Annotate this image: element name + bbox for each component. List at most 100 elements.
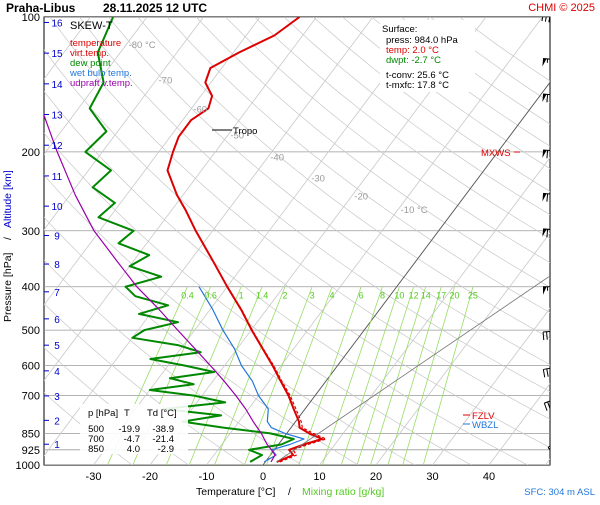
surface-tmxfc: t-mxfc: 17.8 °C [386,80,449,91]
isotherm-line [546,17,600,465]
table-header-td: Td [°C] [147,408,177,419]
pressure-tick-label: 100 [22,12,40,24]
altitude-tick-label: 13 [51,111,63,122]
altitude-tick-label: 8 [54,260,60,271]
table-cell: 4.0 [127,444,140,455]
sounding-datetime: 28.11.2025 12 UTC [103,1,207,15]
table-header-t: T [124,408,130,419]
wind-barb-base [564,95,567,98]
wind-barb-feather [547,94,548,102]
wind-barb-staff [565,462,573,483]
altitude-tick-label: 9 [54,232,60,243]
legend-updraft: udpraft v.temp. [70,78,133,89]
altitude-tick-label: 11 [52,172,63,183]
wind-barb-base [564,461,567,464]
mixing-ratio-label: 1.4 [256,291,269,301]
wind-barb-base [564,194,567,197]
legend-title: SKEW-T [70,20,113,32]
wind-barb-feather [550,95,551,103]
wind-barb-base [564,449,567,452]
temperature-tick-label: 30 [426,471,438,483]
altitude-tick-label: 4 [54,367,60,378]
wind-barb-base [564,151,567,154]
wind-barb-feather [551,401,554,409]
wind-barb-base [564,364,567,367]
temperature-tick-label: 20 [370,471,382,483]
mixing-ratio-label: 25 [468,291,478,301]
altitude-tick-label: 2 [54,416,60,427]
sfc-label: SFC: 304 m ASL [524,487,595,498]
wind-barb-feather [547,150,548,158]
station-name: Praha-Libus [6,1,76,15]
mixing-ratio-label: 20 [449,291,459,301]
wind-barb-base [564,229,567,232]
temperature-tick-label: -20 [142,471,158,483]
wind-barb-base [564,16,567,19]
wind-barb-feather [551,445,556,451]
temperature-tick-label: 10 [313,471,325,483]
mixing-ratio-label: 6 [359,291,364,301]
wind-barb-staff [548,433,565,447]
altitude-tick-label: 15 [51,49,63,60]
wind-barb-half-feather [554,368,555,372]
mixing-ratio-label: 17 [436,291,446,301]
wind-barb-feather [550,194,551,202]
tropopause-label: Tropo [233,126,257,137]
mixing-ratio-label: 8 [380,291,385,301]
surface-dwpt: dwpt: -2.7 °C [386,55,441,66]
copyright: CHMI © 2025 [528,2,595,14]
wind-barb [548,432,566,454]
wind-barb-base [564,329,567,332]
wind-barb-base [564,394,567,397]
surface-title: Surface: [382,24,417,35]
altitude-tick-label: 1 [54,440,60,451]
altitude-tick-label: 5 [54,341,60,352]
pressure-tick-label: 300 [22,226,40,238]
temperature-tick-label: -30 [86,471,102,483]
wbzl-label: WBZL [472,420,498,431]
isotherm-label: -10 °C [401,205,428,216]
pressure-tick-label: 400 [22,282,40,294]
wind-barb [557,449,566,474]
pressure-tick-label: 700 [22,391,40,403]
temperature-tick-label: 40 [483,471,495,483]
isotherm-label: -40 [270,153,284,164]
altitude-tick-label: 6 [54,315,60,326]
y-axis-title-altitude: Altitude [km] [2,170,14,228]
y-axis-title-sep: / [2,237,14,240]
mixing-ratio-label: 0.4 [181,291,194,301]
mixing-ratio-label: 10 [394,291,404,301]
wind-barb-base [564,285,567,288]
pressure-tick-label: 600 [22,361,40,373]
pressure-tick-label: 850 [22,428,40,440]
pressure-tick-label: 1000 [16,460,40,472]
temperature-tick-label: 0 [260,471,266,483]
altitude-tick-label: 14 [51,80,63,91]
table-cell: 850 [88,444,104,455]
wind-barb-feather [554,151,555,159]
mixing-ratio-label: 12 [409,291,419,301]
pressure-tick-label: 925 [22,445,40,457]
pressure-tick-label: 500 [22,325,40,337]
levels-table: p [hPa] T Td [°C] 500 -19.9 -38.9 700 -4… [80,404,188,455]
wind-barb-feather [547,332,548,340]
isotherm-label: -80 °C [129,40,156,51]
altitude-tick-label: 7 [54,288,60,299]
table-header-p: p [hPa] [88,408,118,419]
x-axis-title-sep: / [288,486,291,498]
altitude-tick-label: 3 [54,392,60,403]
mixing-ratio-label: 4 [330,291,335,301]
x-axis-title-mix: Mixing ratio [g/kg] [302,486,384,498]
wind-barb-base [564,59,567,62]
altitude-tick-label: 16 [51,18,63,29]
wind-barb-feather [547,194,548,202]
x-axis-title-temp: Temperature [°C] [196,486,276,498]
wind-barb-feather [552,15,553,23]
isotherm-label: -20 [354,191,368,202]
mixing-ratio-label: 14 [421,291,431,301]
wind-barb-feather [547,229,548,237]
wind-barb-half-feather [571,478,575,479]
mixing-ratio-label: 1 [239,291,244,301]
wind-barb-feather [554,331,555,339]
